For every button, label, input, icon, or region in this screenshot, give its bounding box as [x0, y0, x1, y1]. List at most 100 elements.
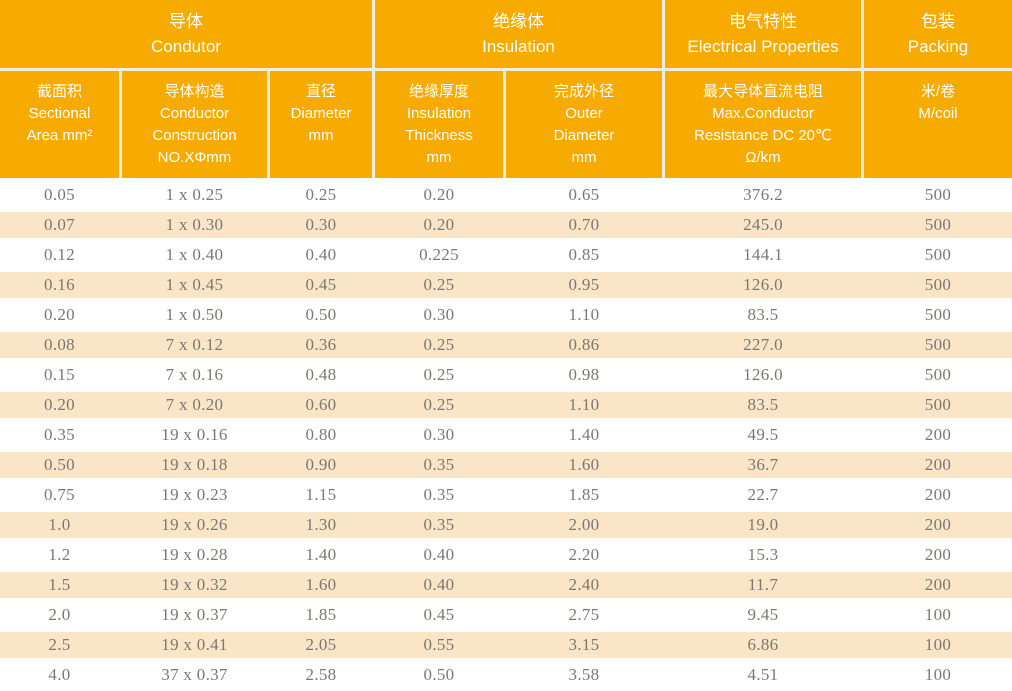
table-cell: 0.50	[423, 665, 455, 684]
table-cell: 0.12	[44, 245, 75, 264]
table-cell: 1.5	[48, 575, 71, 594]
table-cell: 19 x 0.16	[161, 425, 228, 444]
header-group-insulation-en: Insulation	[482, 37, 555, 56]
table-cell: 3.58	[568, 665, 600, 684]
table-cell: 0.20	[44, 395, 75, 414]
table-cell: 376.2	[743, 185, 783, 204]
header-col-conductor-construction: 导体构造 Conductor Construction NO.XΦmm	[122, 71, 267, 178]
table-cell: 0.225	[419, 245, 459, 264]
header-group-conductor-zh: 导体	[169, 12, 203, 31]
header-line: Resistance DC 20℃	[694, 127, 832, 144]
header-line: Conductor	[159, 105, 230, 122]
header-line: mm	[308, 127, 334, 144]
table-cell: 0.25	[423, 365, 455, 384]
table-cell: 3.15	[568, 635, 600, 654]
table-cell: 0.40	[423, 545, 455, 564]
header-col-diameter: 直径 Diameter mm	[270, 71, 372, 178]
table-cell: 4.0	[48, 665, 71, 684]
table-row: 0.15 7 x 0.16 0.48 0.25 0.98 126.0 500	[0, 360, 1012, 390]
table-cell: 200	[924, 545, 952, 564]
table-cell: 2.00	[568, 515, 600, 534]
header-group-electrical-properties: 电气特性 Electrical Properties	[665, 0, 861, 68]
table-cell: 126.0	[743, 365, 783, 384]
table-cell: 1.0	[48, 515, 71, 534]
table-cell: 200	[924, 485, 952, 504]
table-row: 0.07 1 x 0.30 0.30 0.20 0.70 245.0 500	[0, 210, 1012, 240]
table-cell: 500	[924, 335, 952, 354]
table-row: 1.5 19 x 0.32 1.60 0.40 2.40 11.7 200	[0, 570, 1012, 600]
table-cell: 200	[924, 575, 952, 594]
table-cell: 37 x 0.37	[161, 665, 228, 684]
table-cell: 19.0	[747, 515, 779, 534]
table-cell: 19 x 0.32	[161, 575, 228, 594]
header-line: NO.XΦmm	[157, 149, 232, 166]
table-cell: 19 x 0.41	[161, 635, 228, 654]
table-cell: 1 x 0.25	[165, 185, 224, 204]
table-cell: 500	[924, 365, 952, 384]
header-line: 导体构造	[164, 83, 225, 100]
table-cell: 0.05	[44, 185, 75, 204]
table-cell: 0.50	[44, 455, 75, 474]
table-cell: 1 x 0.50	[165, 305, 224, 324]
table-cell: 0.15	[44, 365, 75, 384]
table-cell: 0.48	[305, 365, 337, 384]
table-cell: 2.5	[48, 635, 71, 654]
table-cell: 500	[924, 305, 952, 324]
table-cell: 1 x 0.30	[165, 215, 224, 234]
table-cell: 7 x 0.20	[165, 395, 224, 414]
table-cell: 0.25	[423, 395, 455, 414]
table-cell: 0.45	[305, 275, 337, 294]
table-cell: 1.85	[568, 485, 600, 504]
table-cell: 0.98	[568, 365, 600, 384]
header-line: Insulation	[406, 105, 472, 122]
table-cell: 2.58	[305, 665, 337, 684]
table-cell: 19 x 0.28	[161, 545, 228, 564]
header-line: 直径	[305, 83, 336, 100]
table-row: 0.35 19 x 0.16 0.80 0.30 1.40 49.5 200	[0, 420, 1012, 450]
table-cell: 0.30	[423, 305, 455, 324]
header-col-meters-per-coil: 米/卷 M/coil	[864, 71, 1012, 178]
header-line: mm	[571, 149, 597, 166]
table-cell: 2.40	[568, 575, 600, 594]
header-col-insulation-thickness: 绝缘厚度 Insulation Thickness mm	[375, 71, 503, 178]
table-cell: 0.65	[568, 185, 600, 204]
header-group-packing-zh: 包装	[921, 12, 955, 31]
header-line: Diameter	[290, 105, 352, 122]
table-cell: 7 x 0.12	[165, 335, 224, 354]
table-cell: 0.80	[305, 425, 337, 444]
table-cell: 1.15	[305, 485, 337, 504]
table-cell: 0.25	[423, 335, 455, 354]
table-cell: 227.0	[743, 335, 783, 354]
table-cell: 0.07	[44, 215, 75, 234]
header-group-insulation-zh: 绝缘体	[493, 12, 544, 31]
table-row: 0.20 1 x 0.50 0.50 0.30 1.10 83.5 500	[0, 300, 1012, 330]
table-cell: 4.51	[747, 665, 779, 684]
table-cell: 0.36	[305, 335, 337, 354]
header-line: 米/卷	[920, 83, 956, 100]
table-cell: 1.10	[568, 395, 600, 414]
header-line: 绝缘厚度	[408, 83, 469, 100]
table-cell: 245.0	[743, 215, 783, 234]
table-cell: 19 x 0.23	[161, 485, 228, 504]
table-cell: 0.40	[305, 245, 337, 264]
table-row: 0.12 1 x 0.40 0.40 0.225 0.85 144.1 500	[0, 240, 1012, 270]
table-cell: 7 x 0.16	[165, 365, 224, 384]
table-cell: 19 x 0.26	[161, 515, 228, 534]
table-cell: 2.75	[568, 605, 600, 624]
table-row: 0.08 7 x 0.12 0.36 0.25 0.86 227.0 500	[0, 330, 1012, 360]
table-cell: 22.7	[747, 485, 779, 504]
table-cell: 500	[924, 215, 952, 234]
header-line: Outer	[565, 105, 603, 122]
table-header: 导体 Condutor 绝缘体 Insulation 电气特性 Electric…	[0, 0, 1012, 178]
header-group-insulation: 绝缘体 Insulation	[375, 0, 662, 68]
table-cell: 19 x 0.37	[161, 605, 228, 624]
table-cell: 0.86	[568, 335, 600, 354]
header-group-packing: 包装 Packing	[864, 0, 1012, 68]
table-row: 0.16 1 x 0.45 0.45 0.25 0.95 126.0 500	[0, 270, 1012, 300]
table-cell: 36.7	[747, 455, 779, 474]
table-cell: 49.5	[747, 425, 779, 444]
table-cell: 0.08	[44, 335, 75, 354]
header-group-electrical-zh: 电气特性	[729, 12, 797, 31]
table-body: 0.05 1 x 0.25 0.25 0.20 0.65 376.2 500 0.07 1 x …	[0, 178, 1012, 690]
